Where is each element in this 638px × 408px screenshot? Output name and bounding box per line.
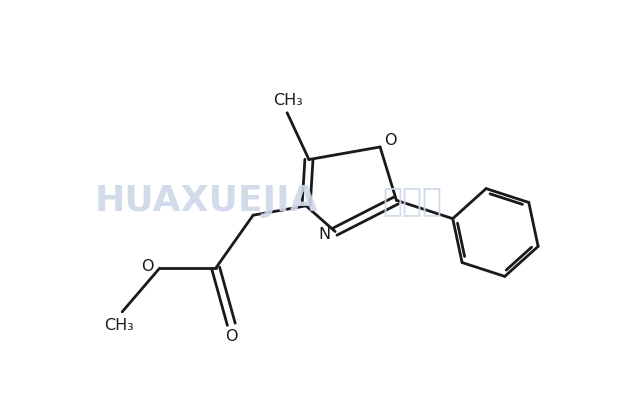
Text: CH₃: CH₃ xyxy=(274,93,303,108)
Text: 化学加: 化学加 xyxy=(383,184,443,217)
Text: HUAXUEJIA: HUAXUEJIA xyxy=(95,184,318,218)
Text: N: N xyxy=(318,227,330,242)
Text: O: O xyxy=(225,329,237,344)
Text: O: O xyxy=(385,133,397,148)
Text: O: O xyxy=(141,259,153,274)
Text: CH₃: CH₃ xyxy=(104,318,134,333)
